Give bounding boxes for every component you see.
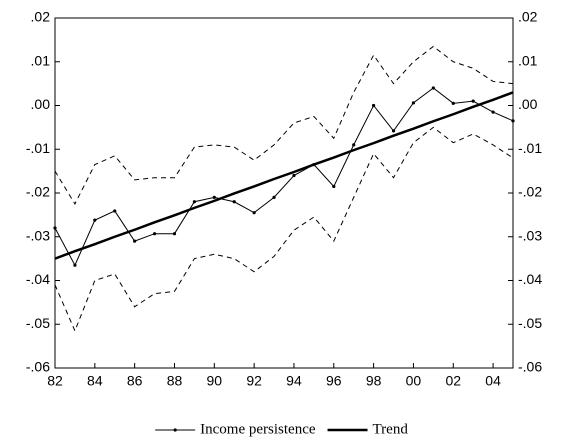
point xyxy=(192,200,196,204)
y-tick-label: -.05 xyxy=(26,315,50,331)
y2-tick-label: -.04 xyxy=(518,271,542,287)
point xyxy=(391,129,396,133)
y-tick-label: -.01 xyxy=(26,140,50,156)
y2-tick-label: -.03 xyxy=(518,227,542,243)
series-line xyxy=(54,126,514,333)
y2-tick-label: -.06 xyxy=(518,359,542,375)
point xyxy=(252,211,256,215)
x-tick-label: 86 xyxy=(127,373,143,389)
x-tick-label: 98 xyxy=(366,373,382,389)
y-tick-label: -.06 xyxy=(26,359,50,375)
y-tick-label: -.02 xyxy=(26,184,50,200)
point xyxy=(272,195,276,199)
point xyxy=(212,195,216,199)
legend-text: Income persistence xyxy=(200,421,316,437)
point xyxy=(451,101,455,105)
point xyxy=(152,232,157,236)
plot-frame xyxy=(54,17,514,369)
point xyxy=(292,173,296,178)
legend-text: Trend xyxy=(373,421,409,437)
x-tick-label: 88 xyxy=(167,373,183,389)
x-tick-label: 94 xyxy=(286,373,302,389)
point xyxy=(73,263,77,267)
series-line xyxy=(54,45,514,205)
point xyxy=(133,239,137,243)
point xyxy=(172,232,177,236)
point xyxy=(431,86,435,90)
point xyxy=(471,99,475,103)
y2-tick-label: .02 xyxy=(518,9,538,25)
point xyxy=(352,143,356,147)
x-tick-label: 96 xyxy=(326,373,342,389)
y2-tick-label: .01 xyxy=(518,52,538,68)
x-tick-label: 84 xyxy=(87,373,103,389)
point xyxy=(53,226,57,230)
y2-tick-label: -.05 xyxy=(518,315,542,331)
x-tick-label: 82 xyxy=(47,373,63,389)
y-tick-label: .01 xyxy=(31,52,51,68)
series-line xyxy=(54,87,514,267)
y2-tick-label: -.01 xyxy=(518,140,542,156)
point xyxy=(113,209,117,213)
point xyxy=(372,103,376,108)
point xyxy=(491,110,495,114)
x-tick-label: 04 xyxy=(485,373,501,389)
x-tick-label: 90 xyxy=(207,373,223,389)
x-tick-label: 00 xyxy=(406,373,422,389)
y-tick-label: -.04 xyxy=(26,271,50,287)
legend-marker xyxy=(173,428,177,432)
y-tick-label: .00 xyxy=(31,96,51,112)
point xyxy=(93,218,97,222)
y2-tick-label: -.02 xyxy=(518,184,542,200)
point xyxy=(411,101,416,105)
series-line xyxy=(54,91,514,260)
point xyxy=(232,200,236,204)
y-tick-label: -.03 xyxy=(26,227,50,243)
y-tick-label: .02 xyxy=(31,9,51,25)
y2-tick-label: .00 xyxy=(518,96,538,112)
point xyxy=(332,184,336,189)
x-tick-label: 92 xyxy=(246,373,262,389)
x-tick-label: 02 xyxy=(445,373,461,389)
point xyxy=(511,119,515,123)
